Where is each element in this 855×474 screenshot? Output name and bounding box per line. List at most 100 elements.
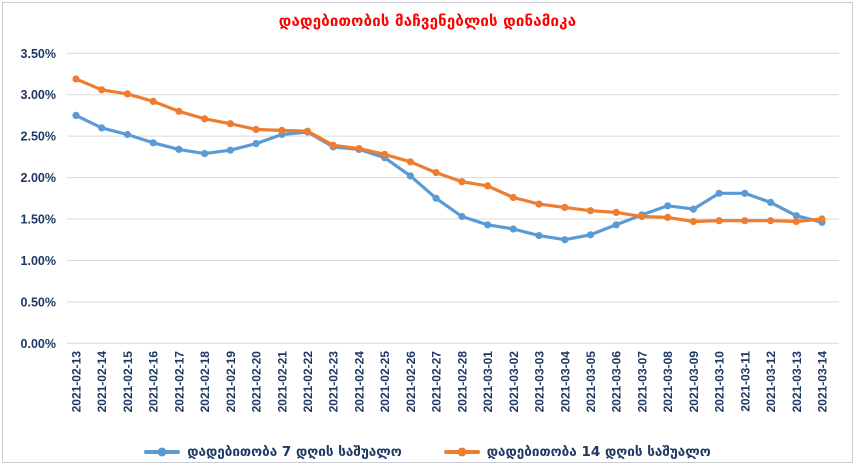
- data-point-marker: [689, 217, 698, 226]
- data-point-marker: [406, 172, 414, 180]
- data-point-marker: [175, 107, 183, 115]
- data-point-marker: [278, 126, 286, 134]
- x-tick-label: 2021-03-06: [610, 351, 624, 413]
- data-point-marker: [612, 208, 620, 216]
- data-point-marker: [767, 198, 775, 206]
- legend-label-14day-avg: დადებითობა 14 დღის საშუალო: [486, 444, 711, 460]
- data-point-marker: [432, 169, 440, 177]
- data-point-marker: [586, 231, 595, 239]
- x-tick-label: 2021-02-24: [352, 351, 366, 413]
- data-point-marker: [432, 194, 440, 202]
- data-point-marker: [715, 189, 723, 197]
- x-tick-label: 2021-02-20: [250, 351, 264, 413]
- line-marker-icon: [443, 447, 480, 457]
- series-7day-avg: [72, 111, 826, 244]
- x-tick-label: 2021-02-17: [172, 351, 186, 413]
- y-tick-label: 2.50%: [21, 130, 56, 144]
- data-point-marker: [98, 86, 106, 94]
- data-point-marker: [741, 217, 749, 225]
- y-tick-label: 3.50%: [21, 47, 56, 61]
- data-point-marker: [406, 158, 414, 166]
- series-14day-avg: [72, 75, 826, 226]
- y-axis-labels: 0.00% 0.50% 1.00% 1.50% 2.00% 2.50% 3.00% 3.50%: [21, 47, 56, 351]
- data-point-marker: [201, 115, 209, 123]
- x-tick-label: 2021-03-13: [790, 351, 804, 413]
- data-point-marker: [484, 182, 492, 190]
- x-tick-label: 2021-03-09: [687, 351, 701, 413]
- x-tick-label: 2021-02-15: [121, 351, 135, 413]
- x-tick-label: 2021-03-08: [661, 351, 675, 413]
- data-point-marker: [123, 90, 131, 98]
- data-point-marker: [689, 205, 698, 213]
- x-tick-label: 2021-03-02: [507, 351, 521, 413]
- data-point-marker: [458, 178, 466, 186]
- x-tick-label: 2021-03-07: [635, 351, 649, 413]
- data-point-marker: [715, 217, 723, 225]
- data-point-marker: [509, 193, 517, 202]
- y-tick-label: 2.00%: [21, 171, 56, 185]
- chart-frame-border: [2, 2, 853, 463]
- data-point-marker: [458, 212, 466, 221]
- x-tick-label: 2021-02-14: [95, 351, 109, 413]
- line-marker-icon: [144, 447, 181, 457]
- x-tick-label: 2021-02-27: [430, 351, 444, 413]
- data-point-marker: [98, 124, 106, 132]
- data-point-marker: [484, 221, 492, 229]
- x-tick-label: 2021-03-14: [816, 351, 830, 413]
- x-tick-label: 2021-02-25: [378, 351, 392, 413]
- x-tick-label: 2021-03-03: [533, 351, 547, 413]
- data-point-marker: [561, 203, 569, 211]
- y-tick-label: 0.50%: [21, 295, 56, 309]
- data-point-marker: [72, 75, 80, 83]
- x-tick-label: 2021-03-11: [738, 351, 752, 412]
- data-point-marker: [149, 139, 157, 147]
- data-point-marker: [664, 202, 672, 210]
- legend: დადებითობა 7 დღის საშუალო დადებითობა 14 …: [0, 440, 855, 464]
- x-tick-label: 2021-03-10: [713, 351, 727, 413]
- marker-dot-icon: [457, 447, 467, 457]
- data-point-marker: [123, 130, 131, 139]
- x-tick-label: 2021-02-21: [275, 351, 289, 413]
- x-tick-label: 2021-02-19: [224, 351, 238, 413]
- data-point-marker: [741, 189, 749, 197]
- x-tick-label: 2021-02-18: [198, 351, 212, 413]
- x-tick-label: 2021-03-12: [764, 351, 778, 413]
- data-point-marker: [535, 232, 543, 240]
- data-point-marker: [767, 217, 775, 225]
- legend-item-14day-avg: დადებითობა 14 დღის საშუალო: [443, 444, 711, 460]
- x-tick-label: 2021-02-28: [455, 351, 469, 413]
- data-point-marker: [792, 217, 800, 226]
- legend-item-7day-avg: დადებითობა 7 დღის საშუალო: [144, 444, 402, 460]
- data-point-marker: [226, 120, 234, 128]
- series-line: [74, 77, 824, 224]
- data-point-marker: [303, 127, 312, 135]
- data-point-marker: [818, 215, 826, 223]
- x-tick-label: 2021-02-23: [327, 351, 341, 413]
- y-tick-label: 1.50%: [21, 213, 56, 227]
- x-tick-label: 2021-02-26: [404, 351, 418, 413]
- data-point-marker: [252, 140, 260, 148]
- gridlines: [67, 52, 839, 344]
- data-point-marker: [329, 141, 337, 149]
- data-point-marker: [586, 207, 595, 215]
- data-point-marker: [355, 145, 363, 153]
- data-point-marker: [561, 236, 569, 244]
- x-tick-label: 2021-02-16: [147, 351, 161, 413]
- data-point-marker: [252, 125, 260, 134]
- data-point-marker: [381, 150, 389, 158]
- series-line: [74, 113, 824, 242]
- data-point-marker: [226, 146, 234, 154]
- data-point-marker: [149, 97, 157, 105]
- y-tick-label: 0.00%: [21, 337, 56, 351]
- x-tick-label: 2021-03-01: [481, 351, 495, 413]
- data-point-marker: [175, 145, 183, 153]
- x-tick-label: 2021-03-05: [584, 351, 598, 413]
- x-tick-label: 2021-03-04: [558, 351, 572, 413]
- data-point-marker: [612, 221, 620, 229]
- y-tick-label: 1.00%: [21, 254, 56, 268]
- x-tick-label: 2021-02-22: [301, 351, 315, 413]
- y-tick-label: 3.00%: [21, 88, 56, 102]
- data-point-marker: [664, 213, 672, 221]
- marker-dot-icon: [157, 447, 167, 457]
